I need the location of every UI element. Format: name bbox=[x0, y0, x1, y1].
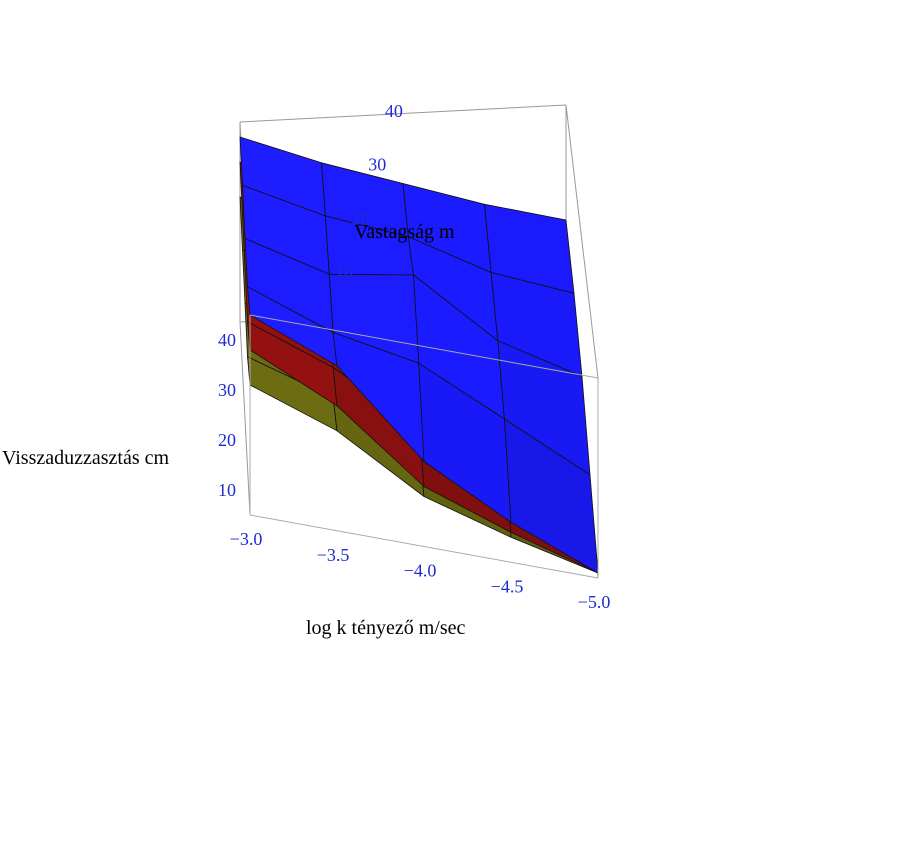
x-tick-label-0: −3.0 bbox=[230, 529, 263, 549]
box-edge-back-5 bbox=[565, 104, 599, 379]
surface-2 bbox=[239, 136, 599, 574]
bounding-box-front bbox=[249, 314, 599, 579]
x-axis-label: log k tényező m/sec bbox=[306, 617, 466, 639]
z-tick-label-0: 10 bbox=[218, 480, 236, 500]
y-tick-label-1: 20 bbox=[352, 208, 370, 228]
z-tick-label-1: 20 bbox=[218, 430, 236, 450]
box-edge-back-6 bbox=[239, 321, 251, 516]
surfaces bbox=[239, 136, 599, 574]
axis-ticks: −3.0 −3.5 −4.0 −4.5 −5.0 10 20 30 40 10 20 30 40 bbox=[218, 101, 610, 612]
z-tick-label-3: 40 bbox=[218, 330, 236, 350]
box-edge-back-3 bbox=[239, 104, 567, 123]
z-tick-label-2: 30 bbox=[218, 380, 236, 400]
box-edge-front-3 bbox=[249, 314, 599, 379]
y-axis-label: Vastagság m bbox=[354, 221, 455, 243]
y-tick-label-2: 30 bbox=[368, 154, 386, 174]
y-tick-label-3: 40 bbox=[385, 101, 403, 121]
x-tick-label-2: −4.0 bbox=[404, 561, 437, 581]
x-tick-label-3: −4.5 bbox=[491, 576, 524, 596]
x-tick-label-4: −5.0 bbox=[578, 592, 611, 612]
surface-2-patch-3-0 bbox=[503, 418, 599, 574]
y-tick-label-0: 10 bbox=[335, 261, 353, 281]
z-axis-label: Visszaduzzasztás cm bbox=[2, 447, 170, 469]
x-tick-label-1: −3.5 bbox=[317, 545, 350, 565]
box-edge-front-0 bbox=[249, 514, 599, 579]
